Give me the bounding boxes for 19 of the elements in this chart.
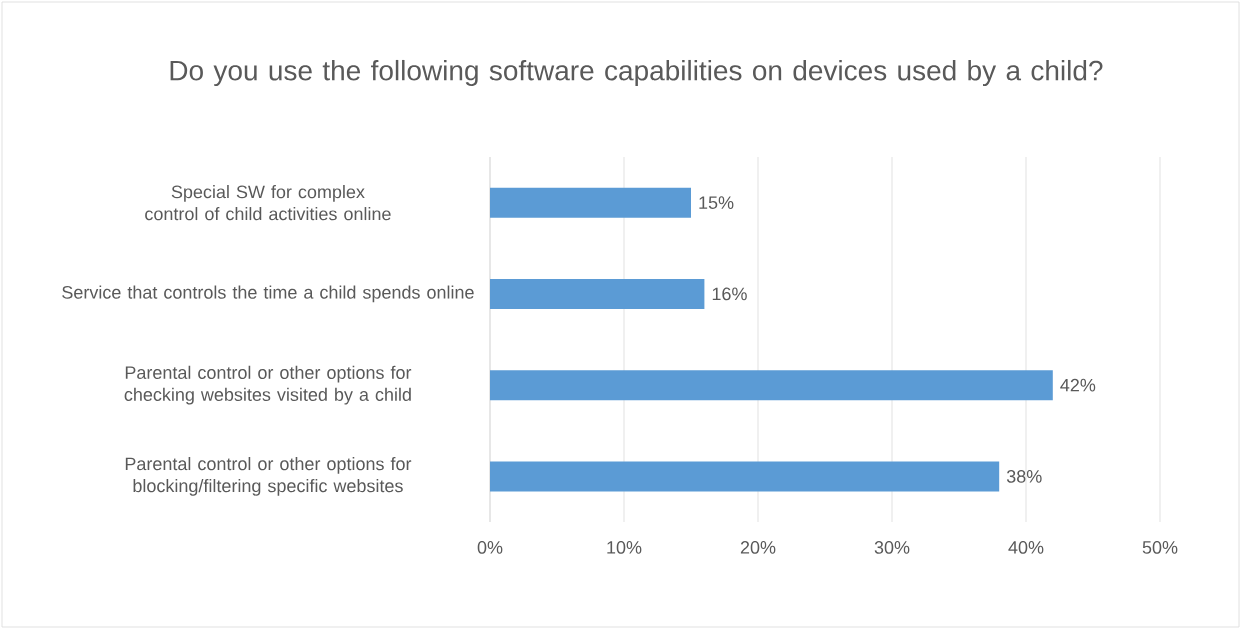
bar: [490, 370, 1053, 401]
y-tick-label: Parental control or other options for blocking/filtering specific websites: [125, 457, 412, 496]
x-tick-label: 20%: [740, 541, 776, 554]
y-tick-label: Special SW for complex control of child activities online: [145, 185, 391, 221]
chart-title: Do you use the following software capabilities on devices used by a child?: [170, 59, 1103, 87]
bar: [490, 278, 705, 309]
x-tick-label: 50%: [1142, 541, 1178, 554]
bar: [490, 187, 691, 218]
data-label: 15%: [699, 196, 734, 209]
y-tick-label: Service that controls the time a child spends online: [62, 285, 474, 303]
data-label: 16%: [712, 287, 747, 301]
x-tick-label: 10%: [607, 541, 642, 554]
data-label: 38%: [1006, 470, 1042, 483]
bar: [490, 461, 1000, 492]
y-tick-label: Parental control or other options for checking websites visited by a child: [124, 365, 412, 405]
x-tick-label: 30%: [874, 541, 910, 554]
x-tick-label: 0%: [477, 541, 503, 554]
data-label: 42%: [1060, 378, 1096, 392]
x-tick-label: 40%: [1008, 541, 1044, 554]
